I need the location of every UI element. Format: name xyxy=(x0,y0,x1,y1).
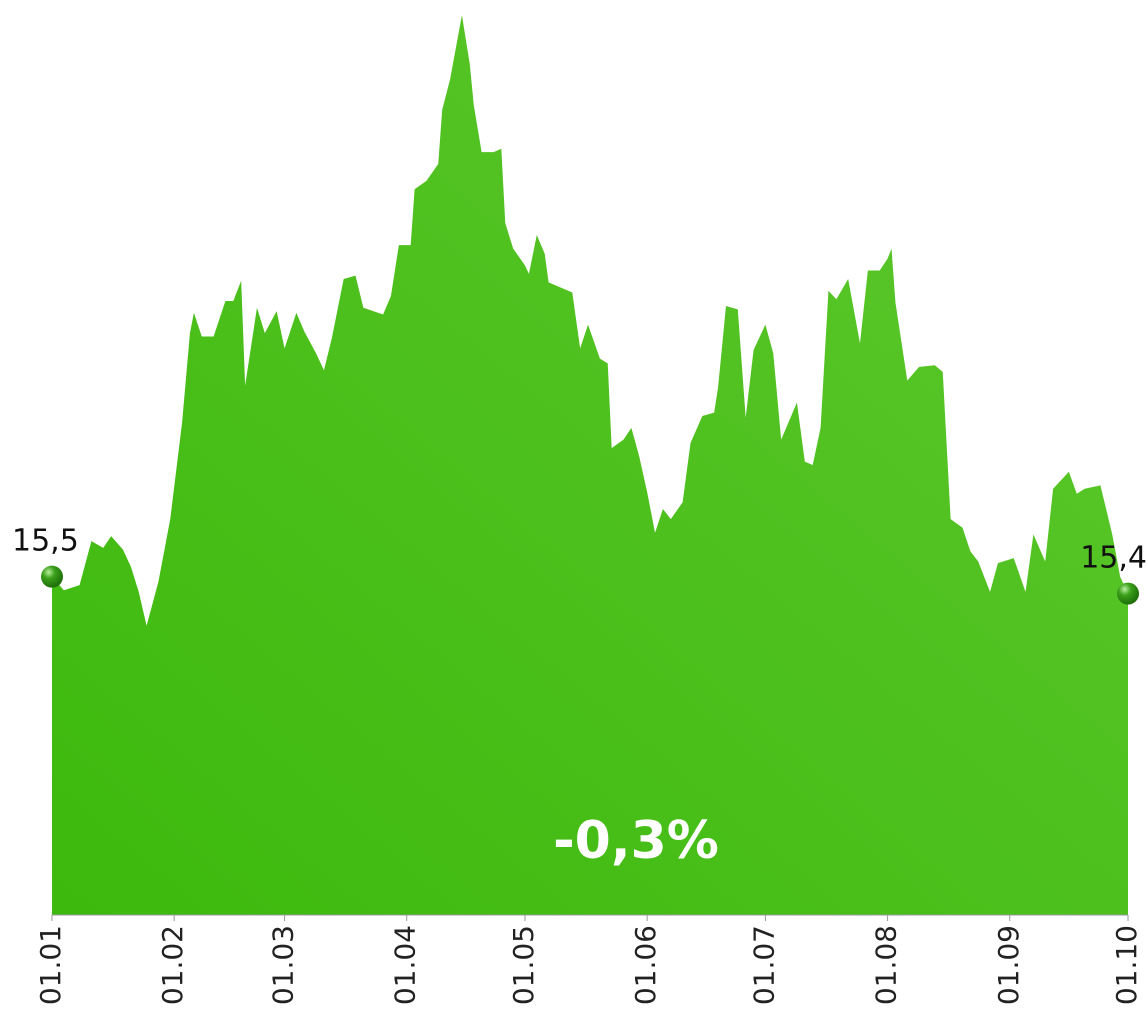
point-marker xyxy=(1117,582,1139,605)
annotation: -0,3% xyxy=(553,811,719,871)
x-tick-label: 01.05 xyxy=(507,925,540,1005)
area xyxy=(52,15,1128,915)
x-tick-label: 01.03 xyxy=(267,925,300,1005)
x-tick-label: 01.07 xyxy=(747,925,780,1005)
x-tick-label: 01.10 xyxy=(1110,925,1143,1005)
x-tick-label: 01.09 xyxy=(992,925,1025,1005)
x-tick-label: 01.01 xyxy=(34,925,67,1005)
x-tick-label: 01.06 xyxy=(629,925,662,1005)
x-tick-label: 01.08 xyxy=(870,925,903,1005)
x-tick-label: 01.02 xyxy=(156,925,189,1005)
point-marker xyxy=(41,565,63,588)
value-label: 15,4 xyxy=(1080,541,1147,576)
x-tick-label: 01.04 xyxy=(389,925,422,1005)
value-label: 15,5 xyxy=(12,524,79,559)
